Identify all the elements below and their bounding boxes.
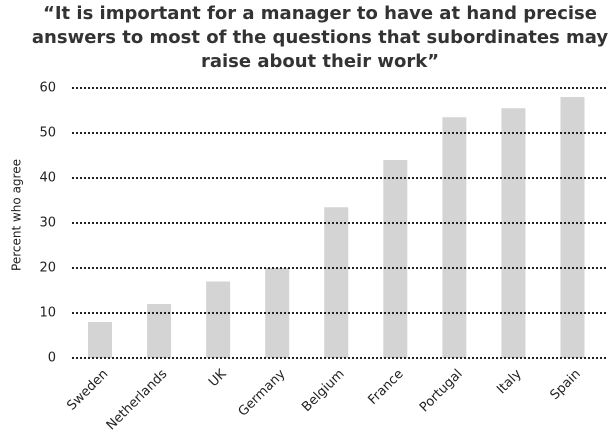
x-tick-label: France <box>365 367 406 408</box>
bar <box>88 322 113 358</box>
chart-title: “It is important for a manager to have a… <box>43 3 597 24</box>
bar <box>383 160 408 358</box>
x-tick-label: Netherlands <box>104 367 171 431</box>
y-tick-label: 40 <box>39 171 56 186</box>
chart-title: answers to most of the questions that su… <box>32 27 608 48</box>
y-tick-label: 30 <box>39 216 56 231</box>
bar <box>560 97 585 358</box>
bar <box>147 304 172 358</box>
y-tick-label: 60 <box>39 81 56 96</box>
y-tick-label: 10 <box>39 306 56 321</box>
bar <box>324 207 349 358</box>
x-tick-label: UK <box>206 366 230 390</box>
y-tick-label: 0 <box>48 351 56 366</box>
bar <box>501 108 526 358</box>
bar <box>442 117 467 358</box>
x-tick-label: Germany <box>236 366 289 419</box>
chart-title: raise about their work” <box>201 51 439 72</box>
y-axis-label: Percent who agree <box>10 159 24 271</box>
x-tick-label: Sweden <box>64 367 111 414</box>
x-tick-label: Portugal <box>417 367 466 416</box>
x-tick-label: Belgium <box>299 367 347 415</box>
x-tick-label: Italy <box>494 366 525 397</box>
x-tick-label: Spain <box>547 367 583 403</box>
bar <box>206 281 231 358</box>
y-tick-label: 50 <box>39 126 56 141</box>
y-tick-label: 20 <box>39 261 56 276</box>
